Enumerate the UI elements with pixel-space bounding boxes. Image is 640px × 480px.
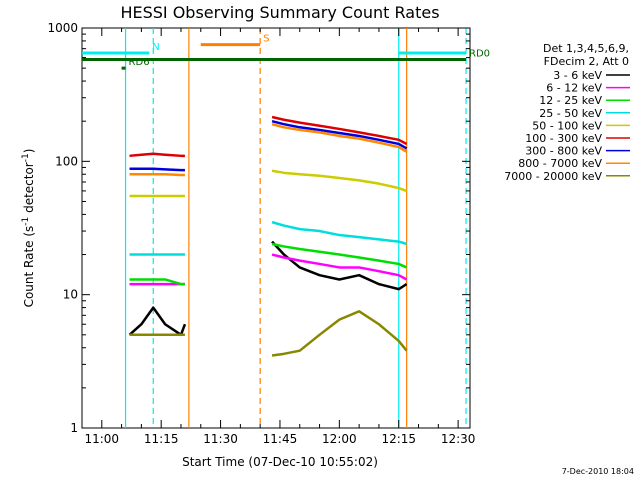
x-tick-label-1: 11:15 bbox=[144, 432, 179, 446]
series-6-segment-0 bbox=[129, 167, 185, 172]
series-4-segment-1 bbox=[271, 169, 408, 193]
series-5-segment-1 bbox=[271, 115, 408, 146]
series-3-segment-1 bbox=[271, 220, 408, 246]
x-tick-label-6: 12:30 bbox=[441, 432, 476, 446]
y-axis-label-mid: detector bbox=[22, 162, 36, 217]
series-8-segment-1 bbox=[271, 310, 408, 357]
y-axis-label-sup2: -1 bbox=[21, 153, 31, 162]
legend-label-0: 3 - 6 keV bbox=[553, 69, 602, 82]
y-tick-label-0: 1 bbox=[70, 421, 78, 435]
y-axis-label: Count Rate (s-1 detector-1) bbox=[21, 149, 36, 308]
annotation-layer: N S RD0 RD6 bbox=[82, 34, 490, 70]
series-6-segment-1 bbox=[271, 119, 408, 150]
vlines-layer bbox=[124, 28, 467, 428]
x-tick-layer: 11:00 11:15 11:30 11:45 12:00 12:15 12:30 bbox=[81, 28, 476, 446]
legend-label-5: 100 - 300 keV bbox=[525, 132, 602, 145]
series-2-segment-1 bbox=[271, 242, 408, 269]
x-axis-label: Start Time (07-Dec-10 10:55:02) bbox=[182, 455, 378, 469]
annotation-label-4: RD6 bbox=[129, 57, 150, 68]
series-2-segment-0 bbox=[129, 278, 185, 286]
legend-label-8: 7000 - 20000 keV bbox=[504, 170, 602, 183]
y-tick-label-2: 100 bbox=[55, 154, 78, 168]
legend-header-line-2: FDecim 2, Att 0 bbox=[544, 55, 629, 68]
y-tick-label-3: 1000 bbox=[47, 21, 78, 35]
legend-label-6: 300 - 800 keV bbox=[525, 145, 602, 158]
footer-timestamp: 7-Dec-2010 18:04 bbox=[562, 467, 634, 476]
y-tick-layer: 1 10 100 1000 bbox=[47, 21, 470, 435]
x-tick-label-4: 12:00 bbox=[322, 432, 357, 446]
y-axis-label-sup1: -1 bbox=[21, 217, 31, 226]
legend-label-1: 6 - 12 keV bbox=[546, 82, 602, 95]
annotation-label-3: RD0 bbox=[469, 49, 490, 60]
annotation-label-2: S bbox=[263, 34, 269, 45]
series-layer bbox=[128, 115, 408, 357]
legend-label-3: 25 - 50 keV bbox=[539, 107, 602, 120]
y-axis-label-end: ) bbox=[22, 149, 36, 154]
legend-header-line-1: Det 1,3,4,5,6,9, bbox=[543, 42, 629, 55]
series-7-segment-0 bbox=[129, 173, 185, 177]
x-tick-label-2: 11:30 bbox=[203, 432, 238, 446]
series-5-segment-0 bbox=[129, 152, 185, 158]
legend: Det 1,3,4,5,6,9, FDecim 2, Att 0 3 - 6 k… bbox=[504, 42, 630, 183]
plot-frame bbox=[81, 27, 471, 429]
x-tick-label-3: 11:45 bbox=[263, 432, 298, 446]
annotation-label-0: N bbox=[152, 42, 159, 53]
series-1-segment-1 bbox=[271, 253, 408, 281]
legend-label-4: 50 - 100 keV bbox=[532, 119, 602, 132]
legend-label-7: 800 - 7000 keV bbox=[518, 157, 602, 170]
legend-label-2: 12 - 25 keV bbox=[539, 94, 602, 107]
series-0-segment-0 bbox=[128, 306, 187, 337]
chart-title: HESSI Observing Summary Count Rates bbox=[120, 3, 439, 22]
x-tick-label-0: 11:00 bbox=[84, 432, 119, 446]
series-7-segment-1 bbox=[271, 122, 408, 153]
y-tick-label-1: 10 bbox=[63, 288, 78, 302]
x-tick-label-5: 12:15 bbox=[381, 432, 416, 446]
y-axis-label-main: Count Rate (s bbox=[22, 226, 36, 308]
